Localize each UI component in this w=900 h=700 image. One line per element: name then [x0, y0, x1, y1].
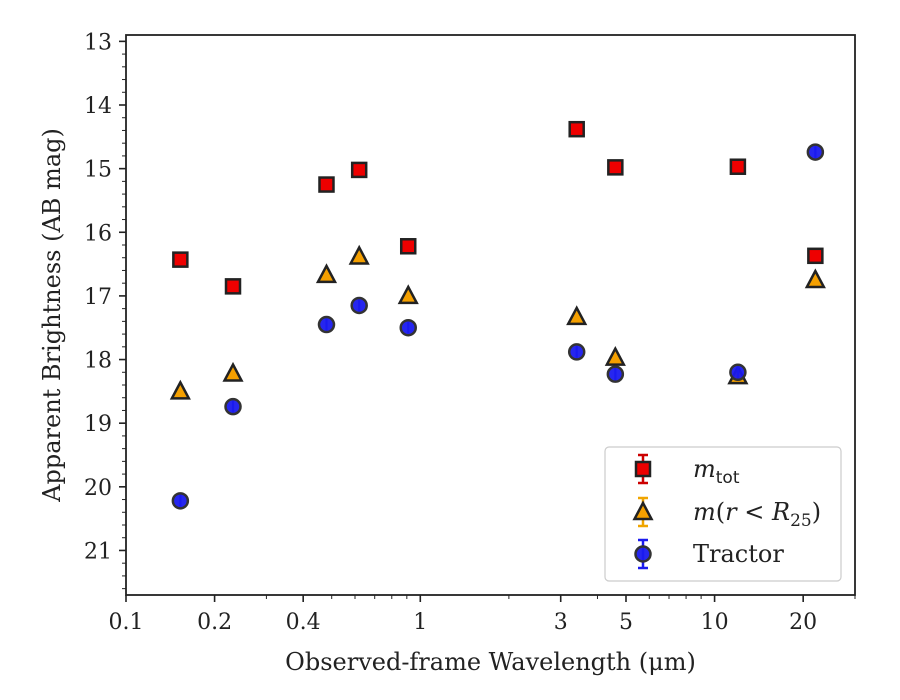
legend-label-mr25: m(r < R25) [693, 498, 821, 531]
series-circle [171, 143, 825, 510]
data-point-circle [806, 143, 825, 161]
legend-entry-circle [634, 538, 652, 570]
legend-entry-square [634, 453, 652, 485]
y-tick-label: 20 [84, 476, 112, 501]
data-point-square [399, 238, 417, 255]
data-point-circle [224, 397, 242, 416]
data-point-circle [317, 315, 336, 334]
x-axis-label: Observed-frame Wavelength (μm) [285, 648, 696, 676]
y-tick-label: 18 [84, 349, 112, 374]
data-point-square [172, 251, 189, 268]
legend: mtot m(r < R25) Tractor [604, 446, 842, 582]
data-point-square [568, 120, 585, 138]
y-tick-label: 15 [84, 158, 112, 183]
data-marks [169, 120, 826, 510]
data-point-square [729, 158, 747, 175]
legend-box [604, 446, 842, 582]
data-point-square [807, 247, 824, 265]
data-point-circle [606, 365, 625, 383]
data-point-square [607, 159, 624, 176]
data-point-triangle [315, 263, 338, 284]
data-point-triangle [348, 244, 370, 265]
data-point-triangle [397, 284, 419, 305]
data-point-square [224, 278, 242, 295]
data-point-circle [567, 343, 586, 361]
legend-marker-circle [634, 545, 652, 563]
y-tick-label: 13 [84, 30, 112, 55]
data-point-triangle [566, 305, 588, 326]
y-tick-label: 17 [84, 285, 112, 310]
series-square [172, 120, 824, 295]
legend-entry-triangle [632, 496, 654, 528]
plot-frame [125, 34, 856, 596]
legend-marker-triangle [632, 500, 654, 521]
series-triangle [169, 244, 826, 400]
x-tick-label: 0.2 [197, 610, 232, 635]
x-tick-label: 20 [789, 610, 817, 635]
data-point-triangle [222, 361, 244, 382]
legend-label-tractor: Tractor [693, 540, 784, 568]
data-point-triangle [804, 268, 826, 289]
y-axis: 13 14 15 16 17 18 19 20 21 [84, 30, 126, 590]
x-tick-label: 0.1 [109, 610, 144, 635]
data-point-circle [350, 296, 368, 315]
x-tick-label: 5 [619, 610, 633, 635]
data-point-circle [171, 492, 190, 510]
legend-label-mtot: mtot [693, 455, 740, 488]
data-point-circle [399, 318, 417, 337]
data-point-triangle [169, 379, 191, 400]
y-axis-label: Apparent Brightness (AB mag) [38, 128, 66, 503]
x-tick-label: 1 [413, 610, 427, 635]
x-axis: 0.1 0.2 0.4 1 3 5 10 20 [109, 595, 856, 635]
data-point-square [318, 176, 335, 193]
x-tick-label: 10 [701, 610, 729, 635]
y-tick-label: 16 [84, 221, 112, 246]
plot-area-border [125, 34, 856, 596]
data-point-triangle [604, 345, 626, 366]
y-tick-label: 19 [84, 412, 112, 437]
x-tick-label: 0.4 [286, 610, 321, 635]
data-point-circle [729, 363, 747, 382]
data-point-square [350, 161, 368, 179]
legend-marker-square [634, 460, 652, 478]
y-tick-label: 14 [84, 94, 112, 119]
x-tick-label: 3 [554, 610, 568, 635]
y-tick-label: 21 [84, 539, 112, 564]
